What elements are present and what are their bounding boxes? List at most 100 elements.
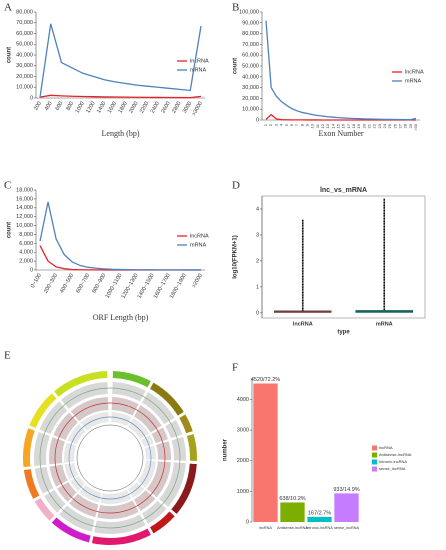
x-tick-label: 10 <box>310 123 315 128</box>
x-tick-label: Intronic-lncRNA <box>306 526 333 530</box>
x-tick-label: sense_lncRNA <box>334 526 360 530</box>
panel-label: B <box>232 2 239 14</box>
legend-label: lncRNA <box>190 58 209 64</box>
track-middle <box>48 437 65 465</box>
x-tick-label: lncRNA <box>293 321 313 327</box>
y-axis-label: count <box>7 222 13 238</box>
value-label: 4520/72.2% <box>251 377 280 383</box>
x-tick-label: 26 <box>392 123 397 128</box>
x-tick-label: 24 <box>382 123 387 128</box>
x-tick-label: 21 <box>367 123 372 128</box>
track-inner <box>137 460 156 488</box>
y-tick-label: 0 <box>256 117 259 123</box>
track-line <box>68 416 152 500</box>
x-tick-label: >3000 <box>191 101 204 117</box>
track-outer <box>34 466 54 494</box>
track-middle <box>70 397 109 422</box>
bar <box>280 502 305 522</box>
y-axis-label: count <box>233 58 239 74</box>
y-tick-label: 3000 <box>237 428 249 434</box>
y-tick-label: 8,000 <box>19 232 33 238</box>
track-middle <box>49 464 68 487</box>
track-outer <box>159 462 186 507</box>
track-inner <box>63 442 77 463</box>
x-tick-label: 6 <box>289 123 294 126</box>
x-tick-label: 2600 <box>160 101 171 115</box>
x-tick-label: 23 <box>377 123 382 128</box>
track-inner <box>144 445 156 460</box>
y-tick-label: 6,000 <box>19 241 33 247</box>
y-axis-label: number <box>223 438 229 461</box>
x-tick-label: 2200 <box>139 101 150 115</box>
value-label: 167/2.7% <box>308 510 331 516</box>
bar <box>253 383 278 522</box>
chromosome <box>112 371 151 388</box>
x-tick-label: 20 <box>361 123 366 128</box>
panel-label: D <box>232 180 240 192</box>
x-tick-label: 27 <box>398 123 403 128</box>
x-tick-label: 400 <box>44 101 54 112</box>
chromosome <box>29 393 57 429</box>
track-outer <box>34 432 50 466</box>
x-tick-label: 17 <box>346 123 351 128</box>
core <box>76 424 144 492</box>
track-middle <box>156 441 171 461</box>
y-tick-label: 0 <box>30 267 33 273</box>
x-tick-label: 600~700 <box>75 273 91 295</box>
x-tick-label: 1400 <box>96 101 107 115</box>
x-axis-label: type <box>337 330 350 336</box>
x-tick-label: lncRNA <box>259 526 272 530</box>
x-tick-label: 13 <box>325 123 330 128</box>
x-tick-label: 400~500 <box>59 273 75 295</box>
x-tick-label: 7 <box>294 123 299 126</box>
y-tick-label: 2,000 <box>19 259 33 265</box>
chromosome <box>179 414 193 434</box>
track-middle <box>151 427 169 444</box>
legend-swatch <box>372 452 377 458</box>
series-line <box>39 94 202 99</box>
track-outer <box>171 437 186 461</box>
panel-label: A <box>4 2 12 14</box>
legend-label: mRNA <box>405 78 422 84</box>
track-inner <box>80 412 109 431</box>
track-inner <box>100 489 132 504</box>
chromosome <box>34 498 55 521</box>
x-tick-label: 22 <box>372 123 377 128</box>
legend-swatch <box>372 445 377 451</box>
track-outer <box>61 382 108 409</box>
series-line <box>39 245 201 271</box>
legend-label: lncRNA <box>405 69 424 75</box>
legend-label: mRNA <box>190 242 207 248</box>
x-axis-label: Length (bp) <box>102 129 140 138</box>
track-outer <box>94 514 146 534</box>
y-tick-label: 0 <box>30 95 33 101</box>
y-tick-label: 60,000 <box>242 53 259 59</box>
y-tick-label: 14,000 <box>16 205 33 211</box>
x-tick-label: 12 <box>320 123 325 128</box>
y-tick-label: 50,000 <box>242 63 259 69</box>
x-tick-label: 8 <box>299 123 304 126</box>
panel-label: F <box>232 362 238 374</box>
x-tick-label: 19 <box>356 123 361 128</box>
y-tick-label: 20,000 <box>242 96 259 102</box>
series-line <box>39 23 202 98</box>
y-tick-label: 20,000 <box>16 74 33 80</box>
track-middle <box>97 500 139 520</box>
y-tick-label: 3 <box>256 232 259 238</box>
track-line <box>54 402 166 514</box>
x-tick-label: 2 <box>268 123 273 126</box>
y-tick-label: 70,000 <box>242 42 259 48</box>
y-tick-label: 10,000 <box>242 107 259 113</box>
chromosome <box>54 371 108 397</box>
y-tick-label: 1 <box>256 284 259 290</box>
chromosome <box>23 428 35 468</box>
legend-swatch <box>372 466 377 472</box>
x-tick-label: 3 <box>273 123 278 126</box>
legend-label: lncRNA <box>190 233 209 239</box>
y-tick-label: 10,000 <box>16 85 33 91</box>
x-tick-label: >30 <box>413 123 418 131</box>
track-middle <box>69 493 99 518</box>
y-tick-label: 90,000 <box>242 20 259 26</box>
bar <box>334 493 359 522</box>
chromosome <box>91 528 151 546</box>
